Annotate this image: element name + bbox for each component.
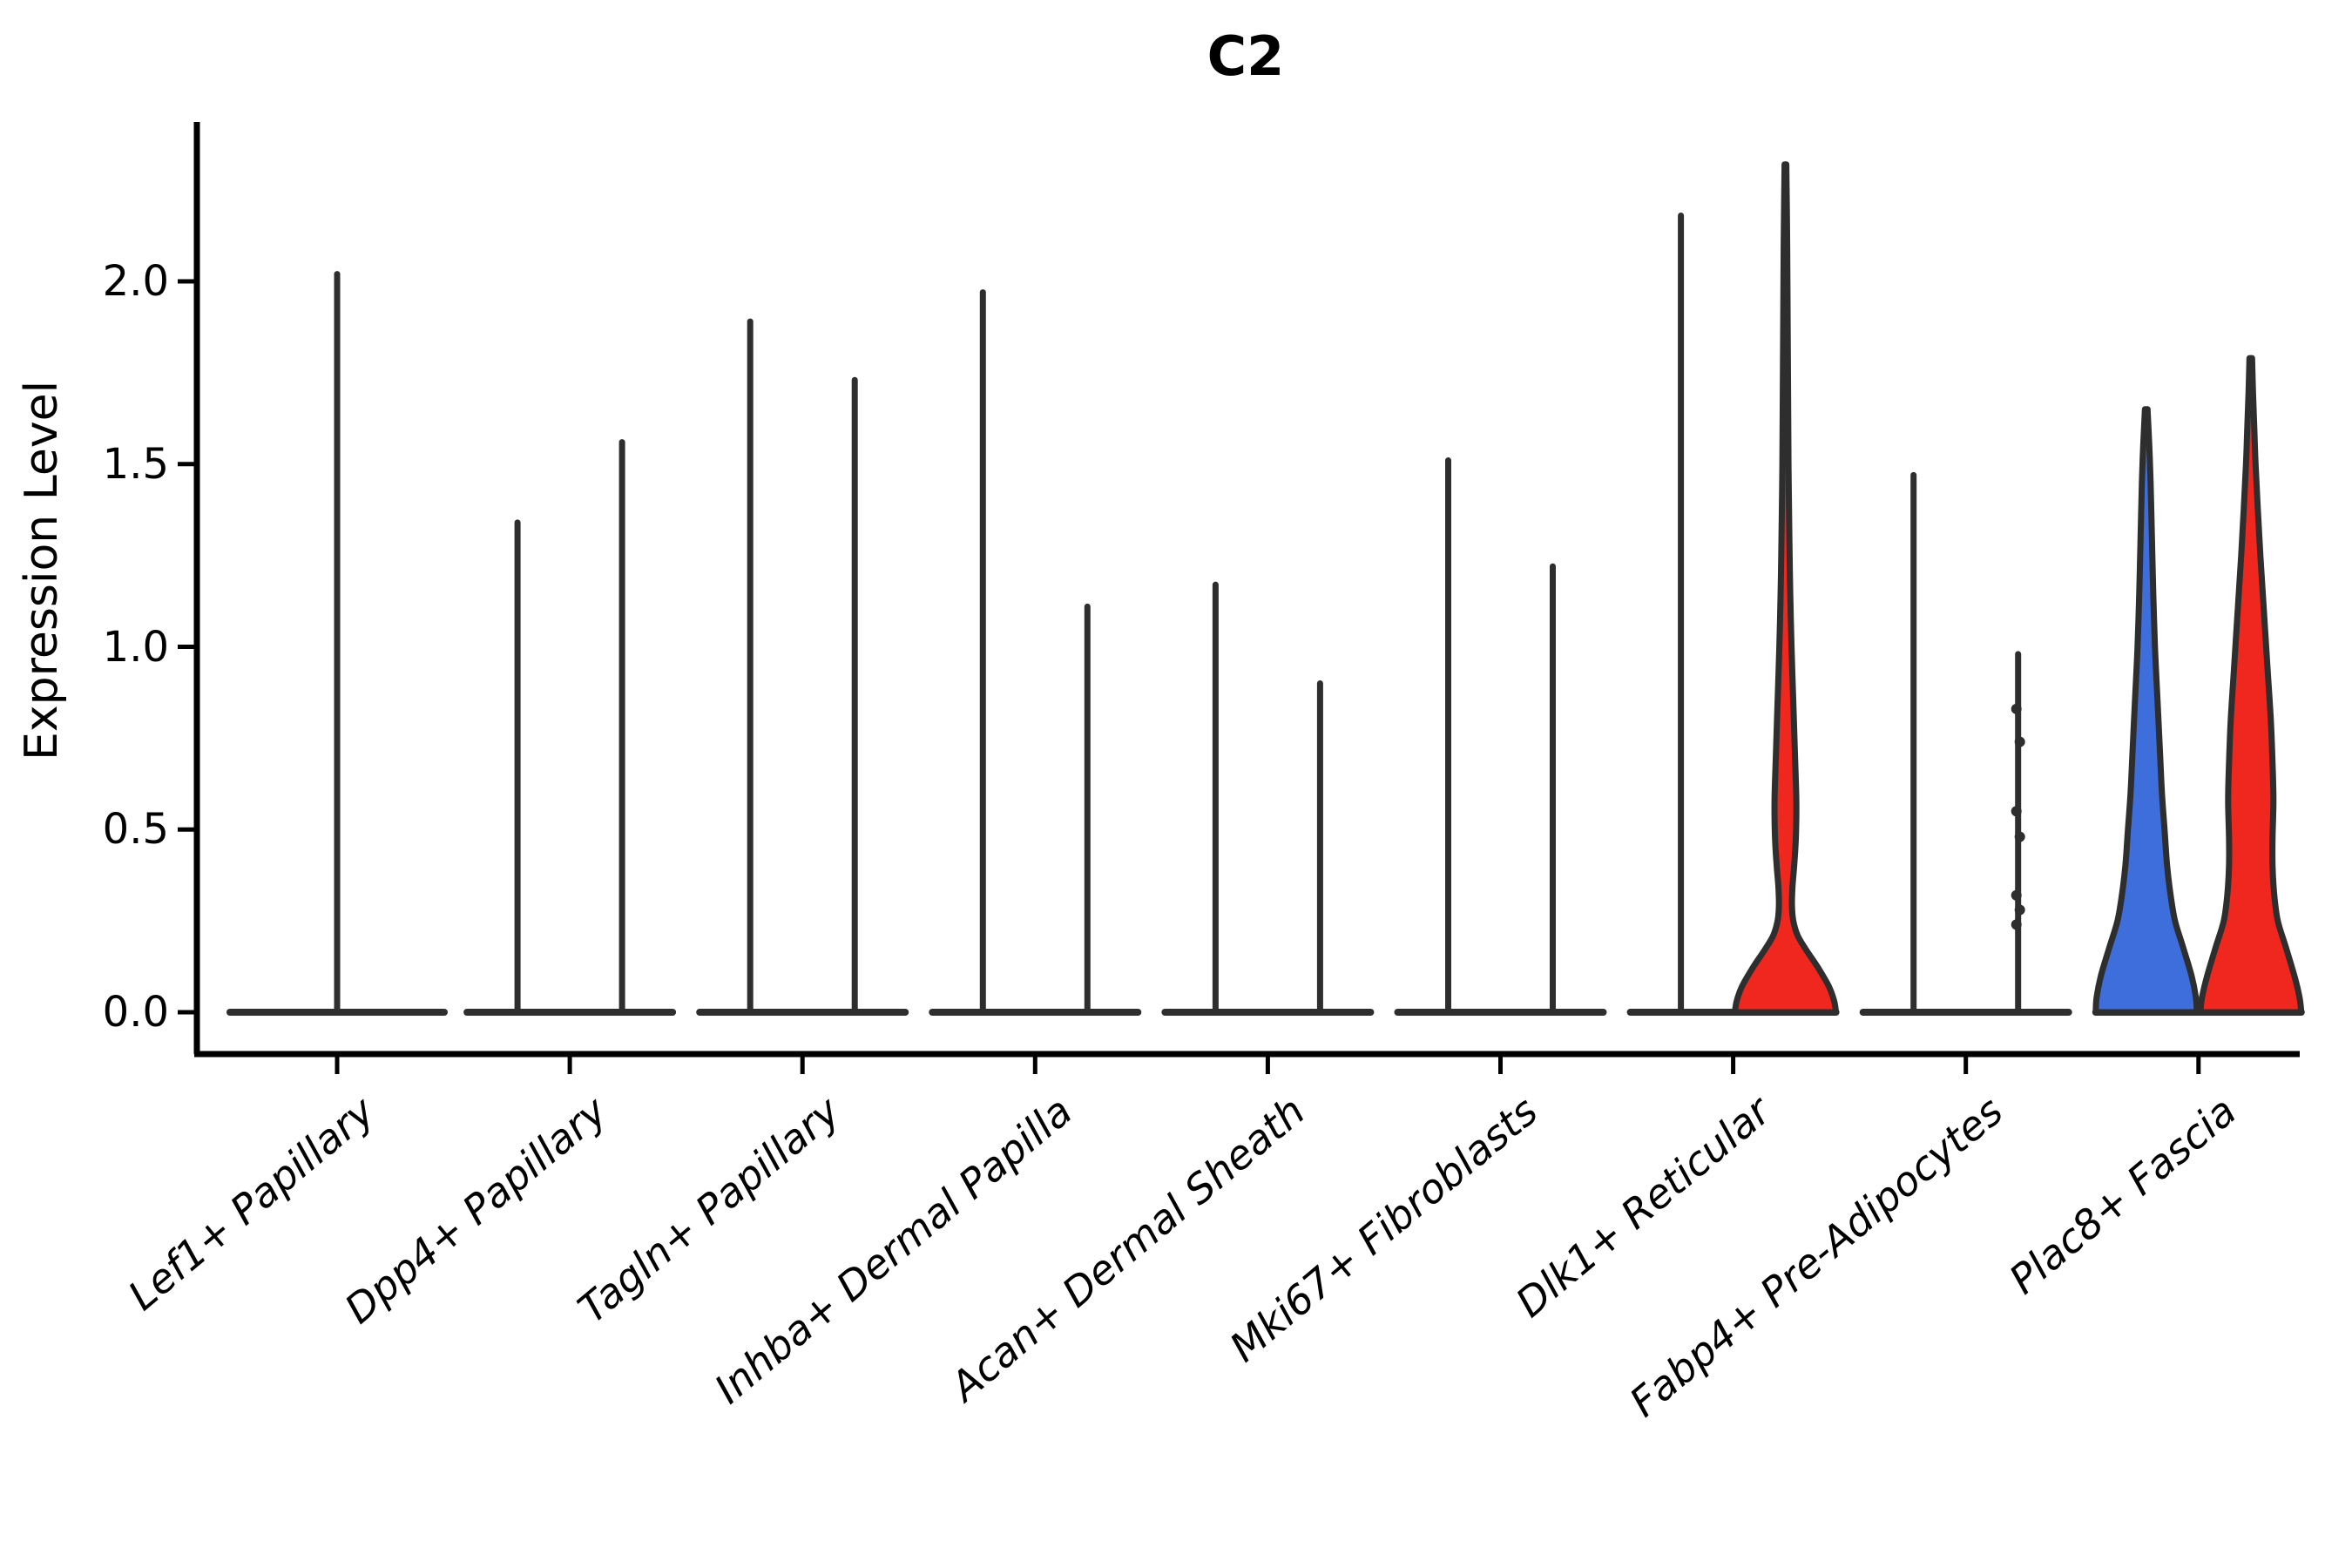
violin-plac8-fascia-blue xyxy=(2092,406,2200,1016)
violin-dlk1-reticular-red xyxy=(1732,161,1840,1016)
violin-plac8-fascia-red xyxy=(2197,355,2305,1016)
jitter-point xyxy=(2011,806,2022,817)
jitter-point xyxy=(2011,703,2022,714)
y-tick-label: 0.0 xyxy=(102,988,169,1037)
jitter-point xyxy=(2014,736,2025,747)
jitter-point xyxy=(2011,919,2022,930)
plot-title: C2 xyxy=(1206,24,1285,88)
jitter-point xyxy=(2011,889,2022,901)
jitter-point xyxy=(2014,904,2025,916)
y-tick-label: 2.0 xyxy=(102,257,169,306)
jitter-point xyxy=(2014,831,2025,842)
y-tick-label: 1.0 xyxy=(102,622,169,672)
y-tick-label: 1.5 xyxy=(102,439,169,489)
y-tick-label: 0.5 xyxy=(102,805,169,855)
